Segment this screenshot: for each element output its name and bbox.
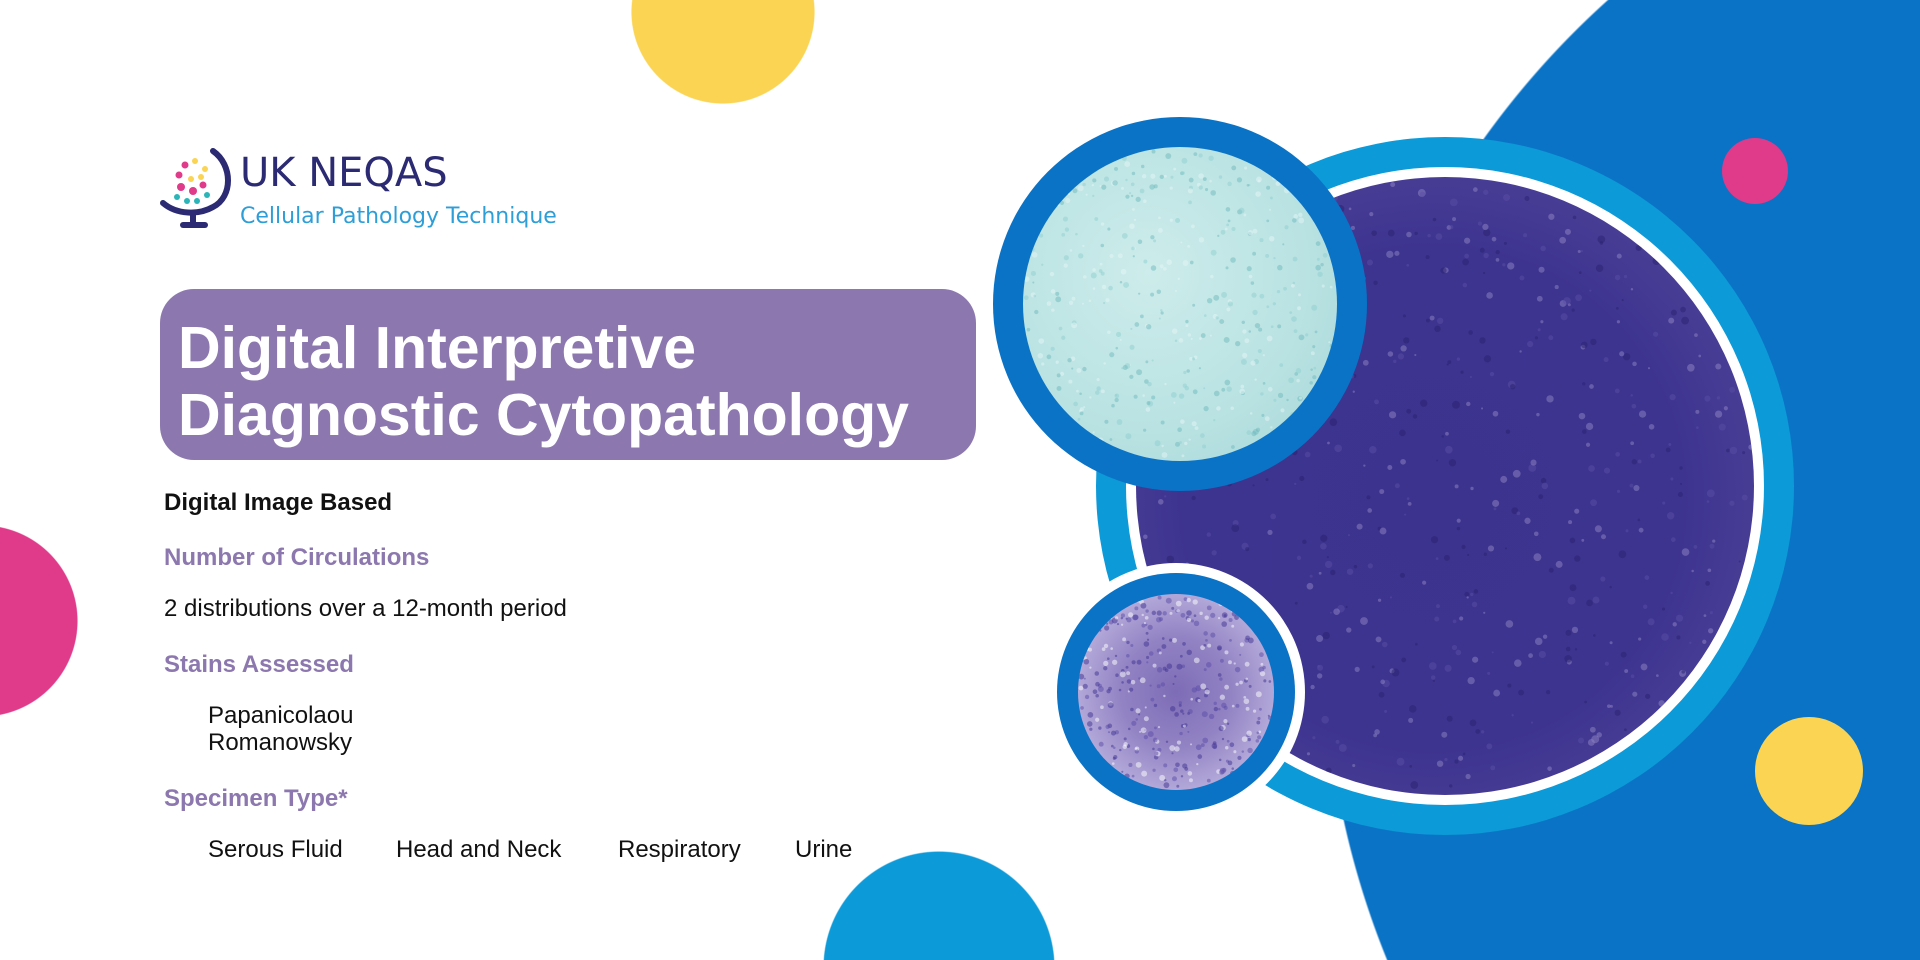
specimen-item: Head and Neck [396,836,562,863]
title-banner: Digital Interpretive Diagnostic Cytopath… [160,289,976,460]
pap-smear-image [1023,147,1337,461]
globe-logo-icon [160,148,231,228]
pap-smear-image-texture [1023,147,1337,461]
format-label: Digital Image Based [164,489,393,516]
title-line-1: Digital Interpretive [178,315,697,381]
circulations-heading: Number of Circulations [164,544,430,571]
cytology-smear-image [1078,594,1274,790]
circulations-text: 2 distributions over a 12-month period [164,595,567,622]
stain-item: Romanowsky [208,729,353,756]
cytology-smear-image-texture [1078,594,1274,789]
yellow-circle-right [1755,717,1863,825]
specimen-heading: Specimen Type* [164,785,348,812]
stain-item: Papanicolaou [208,702,354,729]
specimen-item: Serous Fluid [208,836,343,863]
specimen-item: Urine [795,836,853,863]
title-line-2: Diagnostic Cytopathology [178,382,909,448]
specimen-item: Respiratory [618,836,741,863]
stains-heading: Stains Assessed [164,651,354,678]
pink-circle-right [1722,138,1788,204]
logo-subtitle: Cellular Pathology Technique [240,204,557,229]
logo-name: UK NEQAS [240,150,448,196]
